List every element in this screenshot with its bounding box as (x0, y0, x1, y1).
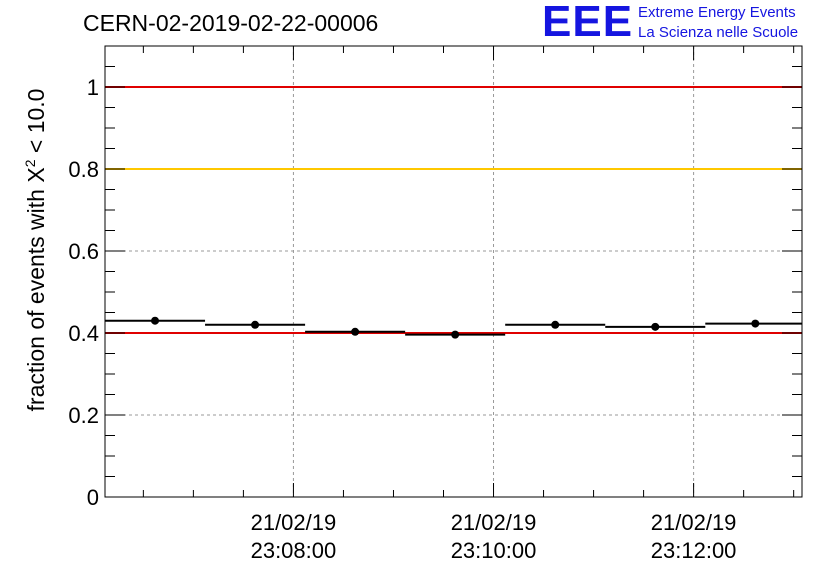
y-axis-label-sup: 2 (22, 159, 39, 168)
y-tick-labels: 0 0.2 0.4 0.6 0.8 1 (68, 75, 99, 510)
data-point (551, 320, 560, 329)
logo-tagline-1: Extreme Energy Events (638, 4, 796, 21)
x-tick-label-time: 23:12:00 (651, 538, 737, 563)
chart-title: CERN-02-2019-02-22-00006 (83, 10, 379, 36)
eee-logo: EEE Extreme Energy Events La Scienza nel… (542, 0, 832, 46)
x-tick-labels: 21/02/19 23:08:00 21/02/19 23:10:00 21/02/19… (251, 510, 737, 563)
x-tick-label-time: 23:10:00 (451, 538, 537, 563)
data-point (151, 316, 160, 325)
grid-lines (105, 46, 802, 497)
y-tick-label: 0.2 (68, 403, 99, 428)
reference-lines (105, 86, 802, 334)
data-point (751, 319, 760, 328)
data-point (251, 320, 260, 329)
eee-logo-mark: EEE (542, 0, 634, 46)
axis-ticks (105, 45, 802, 498)
plot-frame (104, 45, 803, 498)
x-tick-label-time: 23:08:00 (251, 538, 337, 563)
y-tick-label: 0 (87, 485, 99, 510)
x-tick-label-date: 21/02/19 (251, 510, 337, 535)
data-point (451, 330, 460, 339)
y-axis-label-suffix: < 10.0 (22, 88, 49, 160)
x-tick-label-date: 21/02/19 (651, 510, 737, 535)
data-point (651, 322, 660, 331)
y-tick-label: 1 (87, 75, 99, 100)
y-tick-label: 0.8 (68, 157, 99, 182)
y-axis-label: fraction of events with X2 < 10.0 (22, 89, 50, 412)
data-point (351, 327, 360, 336)
data-marks (105, 316, 802, 339)
logo-tagline-2: La Scienza nelle Scuole (638, 24, 799, 41)
x-tick-label-date: 21/02/19 (451, 510, 537, 535)
y-tick-label: 0.4 (68, 321, 99, 346)
y-axis-label-prefix: fraction of events with X (22, 167, 49, 412)
y-tick-label: 0.6 (68, 239, 99, 264)
